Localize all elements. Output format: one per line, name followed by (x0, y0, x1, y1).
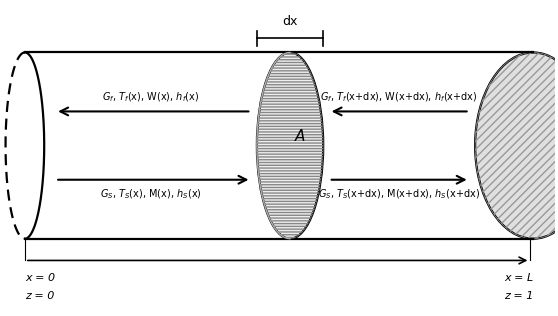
Ellipse shape (475, 52, 558, 239)
Text: $G_S$, $T_S$(x), M(x), $h_S$(x): $G_S$, $T_S$(x), M(x), $h_S$(x) (100, 187, 201, 201)
Text: dx: dx (282, 15, 298, 27)
Text: x = L: x = L (504, 273, 533, 283)
Polygon shape (25, 52, 533, 239)
Text: x = 0: x = 0 (25, 273, 55, 283)
Text: $G_f$, $T_f$(x), W(x), $h_f$(x): $G_f$, $T_f$(x), W(x), $h_f$(x) (102, 90, 199, 104)
Text: $G_S$, $T_S$(x+dx), M(x+dx), $h_S$(x+dx): $G_S$, $T_S$(x+dx), M(x+dx), $h_S$(x+dx) (318, 187, 480, 201)
Ellipse shape (257, 52, 323, 239)
Text: $G_f$, $T_f$(x+dx), W(x+dx), $h_f$(x+dx): $G_f$, $T_f$(x+dx), W(x+dx), $h_f$(x+dx) (320, 90, 478, 104)
Text: A: A (295, 129, 305, 144)
Text: z = 0: z = 0 (25, 291, 54, 301)
Text: z = 1: z = 1 (504, 291, 533, 301)
